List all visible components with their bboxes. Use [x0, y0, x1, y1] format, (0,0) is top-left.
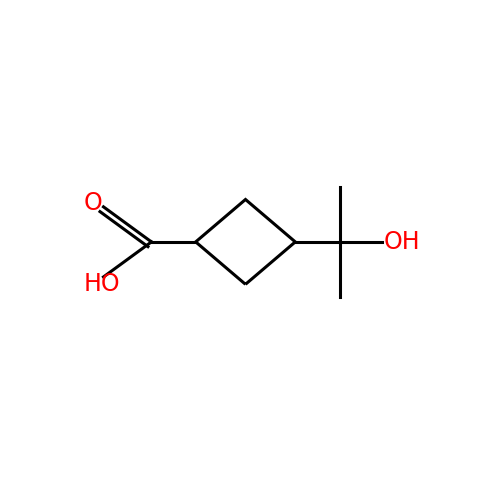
- Text: OH: OH: [384, 230, 421, 254]
- Text: O: O: [83, 191, 102, 215]
- Text: HO: HO: [83, 272, 120, 297]
